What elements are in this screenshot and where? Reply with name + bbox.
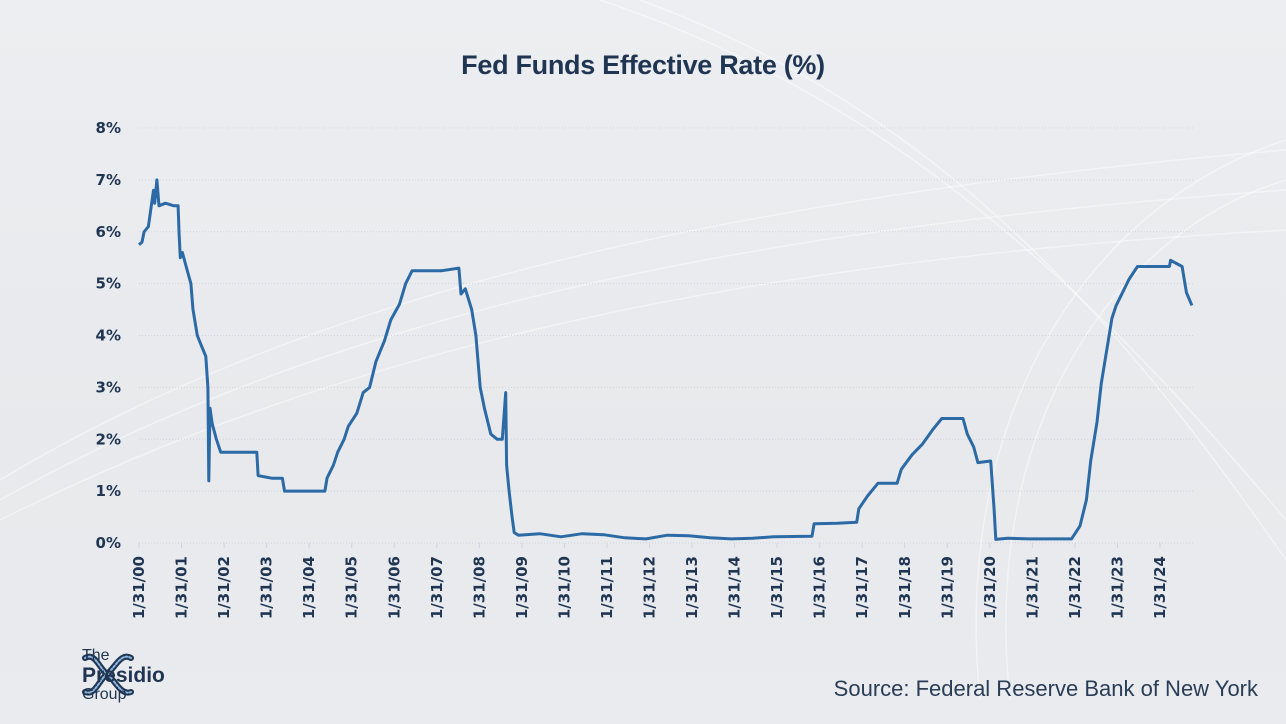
x-tick-label: 1/31/10: [555, 556, 573, 619]
x-tick-label: 1/31/01: [173, 556, 191, 619]
x-tick-label: 1/31/24: [1151, 556, 1169, 619]
x-tick-label: 1/31/02: [215, 556, 233, 619]
y-tick-label: 1%: [96, 482, 121, 500]
x-tick-label: 1/31/20: [981, 556, 999, 619]
x-tick-label: 1/31/09: [513, 556, 531, 619]
x-tick-label: 1/31/18: [896, 556, 914, 619]
y-tick-label: 3%: [96, 378, 121, 396]
x-tick-label: 1/31/06: [385, 556, 403, 619]
x-tick-label: 1/31/15: [768, 556, 786, 619]
x-tick-label: 1/31/05: [343, 556, 361, 619]
y-tick-label: 5%: [96, 275, 121, 293]
logo-line-presidio: Presidio: [82, 664, 165, 687]
y-tick-label: 7%: [96, 171, 121, 189]
x-tick-label: 1/31/19: [938, 556, 956, 619]
x-tick-label: 1/31/12: [641, 556, 659, 619]
x-tick-label: 1/31/00: [130, 556, 148, 619]
x-tick-label: 1/31/07: [428, 556, 446, 619]
series-group: [138, 178, 1194, 541]
gridlines: [139, 127, 1195, 544]
series-line-fed-funds-rate: [138, 178, 1194, 541]
y-tick-label: 8%: [96, 119, 121, 137]
x-tick-label: 1/31/21: [1023, 556, 1041, 619]
y-tick-label: 0%: [96, 534, 121, 552]
company-logo-text: The Presidio Group: [82, 648, 165, 703]
y-tick-label: 6%: [96, 223, 121, 241]
logo-line-the: The: [82, 647, 110, 664]
y-tick-label: 4%: [96, 327, 121, 345]
chart-title: Fed Funds Effective Rate (%): [461, 50, 825, 80]
logo-line-group: Group: [82, 686, 127, 703]
presidio-knot-logo-icon: [82, 653, 134, 696]
x-tick-label: 1/31/03: [258, 556, 276, 619]
x-tick-label: 1/31/16: [811, 556, 829, 619]
x-axis-tick-labels: 1/31/00 1/31/01 1/31/02 1/31/03 1/31/04 1/31/…: [130, 543, 1169, 619]
x-tick-label: 1/31/22: [1066, 556, 1084, 619]
x-tick-label: 1/31/23: [1108, 556, 1126, 619]
y-axis-tick-labels: 0% 1% 2% 3% 4% 5% 6% 7% 8%: [96, 119, 121, 552]
source-note: Source: Federal Reserve Bank of New York: [833, 676, 1258, 701]
x-tick-label: 1/31/13: [683, 556, 701, 619]
x-tick-label: 1/31/08: [470, 556, 488, 619]
x-tick-label: 1/31/04: [300, 556, 318, 619]
x-tick-label: 1/31/11: [598, 556, 616, 619]
x-tick-label: 1/31/17: [853, 556, 871, 619]
x-tick-label: 1/31/14: [726, 556, 744, 619]
y-tick-label: 2%: [96, 430, 121, 448]
